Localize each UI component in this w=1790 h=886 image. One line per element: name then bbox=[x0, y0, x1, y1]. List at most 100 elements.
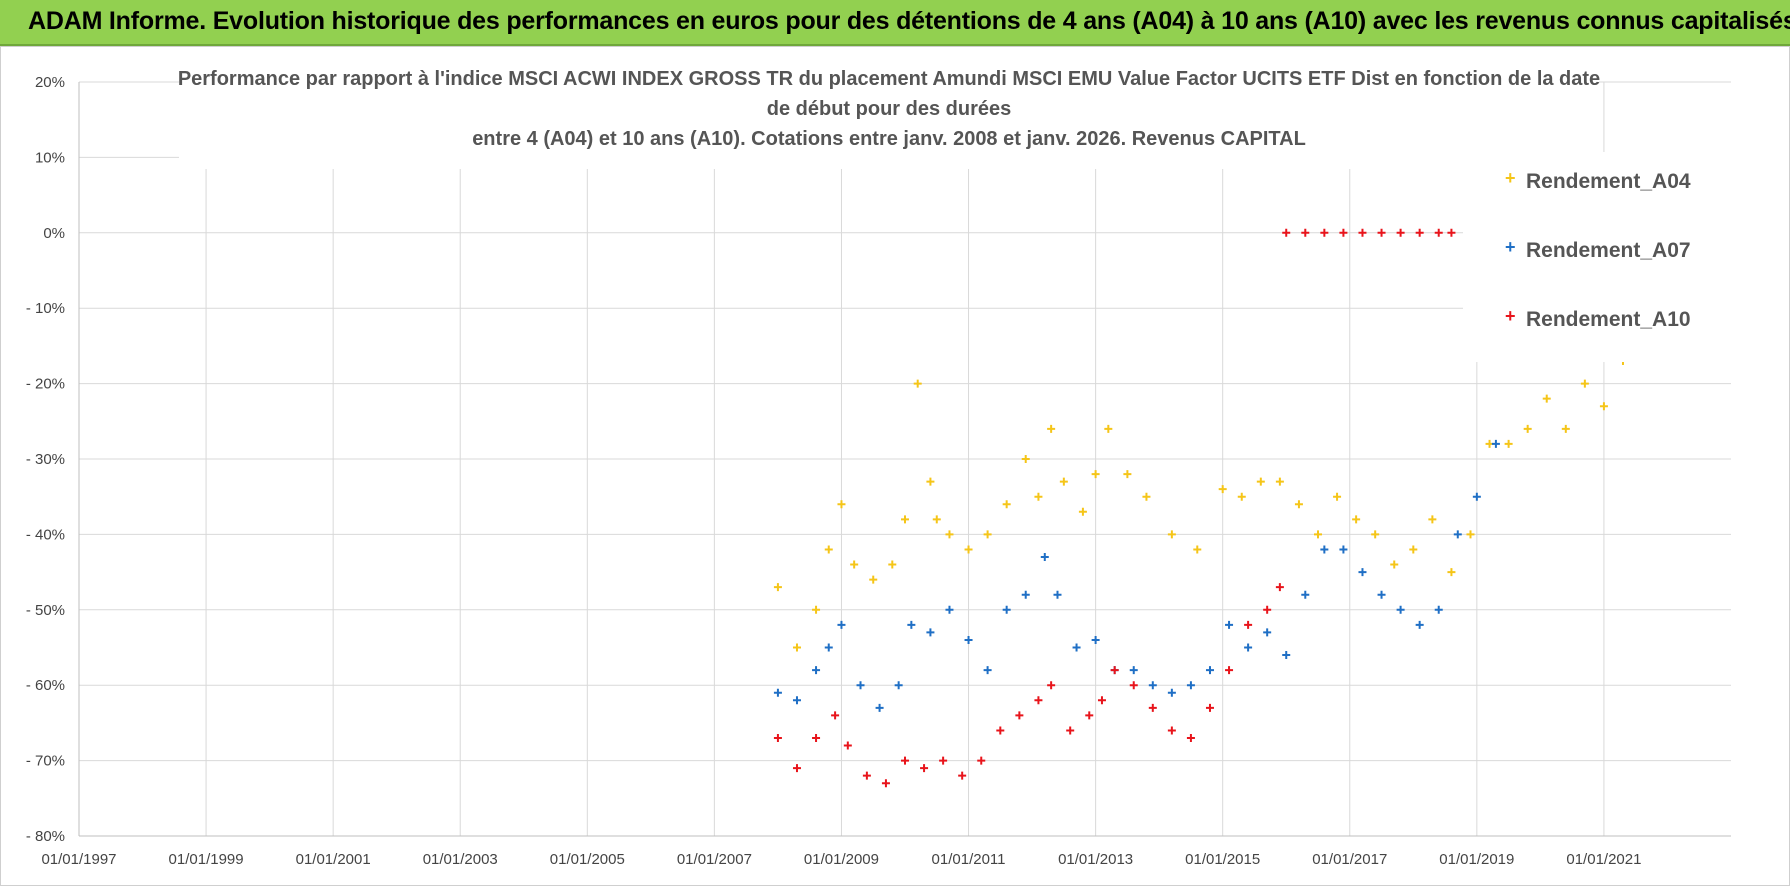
chart-title-line-1: Performance par rapport à l'indice MSCI … bbox=[178, 68, 1600, 90]
legend-marker-a10: + bbox=[1505, 306, 1516, 326]
data-point bbox=[843, 741, 852, 750]
data-point bbox=[1193, 545, 1202, 554]
data-point bbox=[1415, 228, 1424, 237]
chart-title-line-3: entre 4 (A04) et 10 ans (A10). Cotations… bbox=[472, 128, 1306, 150]
data-point bbox=[1225, 666, 1234, 675]
data-point bbox=[773, 688, 782, 697]
data-point bbox=[773, 583, 782, 592]
data-point bbox=[983, 666, 992, 675]
data-point bbox=[1021, 455, 1030, 463]
data-point bbox=[1021, 590, 1030, 599]
data-point bbox=[1186, 681, 1195, 690]
data-point bbox=[1542, 394, 1551, 403]
data-point bbox=[1148, 681, 1157, 690]
data-point bbox=[1599, 402, 1608, 411]
data-point bbox=[1504, 439, 1513, 448]
data-point bbox=[1580, 379, 1589, 388]
x-tick-label: 01/01/2003 bbox=[423, 851, 498, 868]
data-point bbox=[1078, 507, 1087, 516]
data-point bbox=[1447, 568, 1456, 577]
chart-frame: 20% 10% 0% - 10% - 20% - 30% - 40% - 50% - 60% - … bbox=[0, 46, 1790, 886]
data-point bbox=[1072, 643, 1081, 652]
data-point bbox=[1091, 635, 1100, 644]
data-point bbox=[1447, 228, 1456, 237]
data-point bbox=[869, 575, 878, 584]
data-point bbox=[1186, 733, 1195, 742]
data-point bbox=[1428, 515, 1437, 524]
data-point bbox=[996, 726, 1005, 735]
data-point bbox=[831, 711, 840, 720]
data-point bbox=[1002, 500, 1011, 509]
data-point bbox=[1167, 530, 1176, 539]
data-point bbox=[1263, 628, 1272, 637]
legend-marker-a04: + bbox=[1505, 168, 1516, 188]
x-tick-label: 01/01/2013 bbox=[1058, 851, 1133, 868]
data-point bbox=[881, 779, 890, 788]
chart-title-line-2: de début pour des durées bbox=[767, 98, 1011, 120]
data-point bbox=[1256, 477, 1265, 486]
data-point bbox=[1294, 500, 1303, 509]
y-tick-label: - 30% bbox=[26, 451, 65, 468]
data-point bbox=[1275, 583, 1284, 592]
data-point bbox=[1218, 485, 1227, 494]
data-point bbox=[1244, 620, 1253, 629]
y-tick-label: 20% bbox=[35, 74, 65, 91]
data-point bbox=[1275, 477, 1284, 486]
data-point bbox=[1491, 439, 1500, 448]
data-point bbox=[837, 500, 846, 509]
data-point bbox=[1453, 530, 1462, 539]
data-point bbox=[1301, 228, 1310, 237]
data-point bbox=[856, 681, 865, 690]
data-point bbox=[792, 643, 801, 652]
legend: + Rendement_A04 + Rendement_A07 + Rendem… bbox=[1463, 152, 1738, 362]
banner-title: ADAM Informe. Evolution historique des p… bbox=[28, 7, 1790, 35]
legend-label-a10: Rendement_A10 bbox=[1526, 308, 1691, 331]
legend-label-a04: Rendement_A04 bbox=[1526, 170, 1691, 193]
data-point bbox=[1148, 703, 1157, 712]
series-Rendement_A04 bbox=[773, 356, 1627, 652]
data-point bbox=[1053, 590, 1062, 599]
data-point bbox=[1358, 568, 1367, 577]
data-point bbox=[1358, 228, 1367, 237]
data-point bbox=[812, 605, 821, 614]
data-point bbox=[1377, 228, 1386, 237]
chart-title: Performance par rapport à l'indice MSCI … bbox=[178, 59, 1600, 169]
data-point bbox=[1167, 688, 1176, 697]
axes: 20% 10% 0% - 10% - 20% - 30% - 40% - 50% - 60% - … bbox=[26, 74, 1731, 868]
data-point bbox=[1523, 424, 1532, 433]
banner: ADAM Informe. Evolution historique des p… bbox=[0, 0, 1790, 46]
data-point bbox=[1263, 605, 1272, 614]
data-point bbox=[812, 666, 821, 675]
data-point bbox=[1282, 228, 1291, 237]
data-point bbox=[1047, 681, 1056, 690]
data-point bbox=[1104, 424, 1113, 433]
data-point bbox=[1314, 530, 1322, 539]
scatter-chart: 20% 10% 0% - 10% - 20% - 30% - 40% - 50% - 60% - … bbox=[26, 59, 1738, 868]
data-point bbox=[1040, 553, 1049, 562]
data-point bbox=[1002, 605, 1011, 614]
y-tick-label: 10% bbox=[35, 149, 65, 166]
data-point bbox=[850, 560, 859, 569]
data-point bbox=[1205, 703, 1214, 712]
data-point bbox=[1237, 492, 1246, 501]
data-point bbox=[824, 643, 833, 652]
data-point bbox=[1339, 228, 1348, 237]
data-point bbox=[1015, 711, 1024, 720]
data-point bbox=[1091, 470, 1100, 479]
data-point bbox=[1167, 726, 1176, 735]
data-point bbox=[1333, 492, 1342, 501]
data-point bbox=[824, 545, 833, 554]
y-tick-label: - 60% bbox=[26, 677, 65, 694]
data-point bbox=[792, 696, 801, 705]
data-point bbox=[926, 628, 935, 637]
data-point bbox=[1466, 530, 1475, 539]
data-point bbox=[964, 635, 973, 644]
data-point bbox=[1034, 696, 1043, 705]
data-point bbox=[1352, 515, 1361, 524]
data-point bbox=[1434, 605, 1443, 614]
y-tick-label: 0% bbox=[43, 225, 65, 242]
data-point bbox=[1225, 620, 1234, 629]
data-point bbox=[907, 620, 916, 629]
data-point bbox=[1129, 666, 1138, 675]
data-point bbox=[1415, 620, 1424, 629]
